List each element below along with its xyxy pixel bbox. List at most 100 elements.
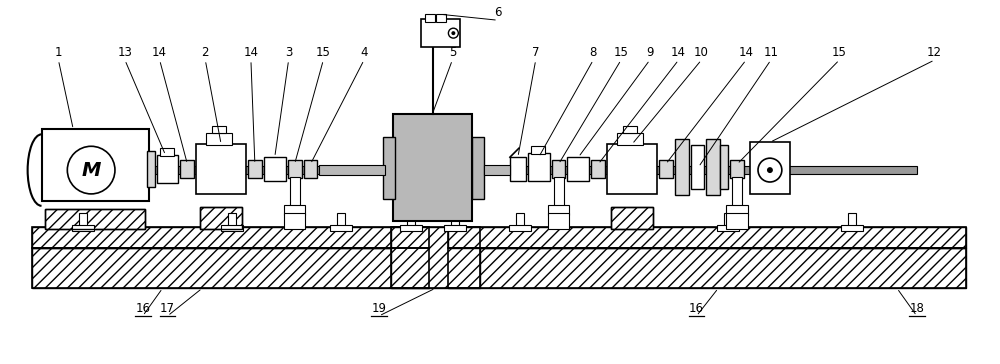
Circle shape [767,167,773,173]
Text: 3: 3 [285,46,292,59]
Bar [484,165,510,175]
Text: 12: 12 [927,46,942,59]
Bar [750,142,790,194]
Bar [32,227,429,249]
Bar [264,157,286,181]
Text: 19: 19 [371,302,386,315]
Bar [472,137,484,199]
Text: 5: 5 [449,46,456,59]
Bar [448,249,966,288]
Bar [448,227,966,249]
Bar [567,157,589,181]
Bar [72,225,94,231]
Bar [726,213,748,229]
Bar [607,144,657,194]
Bar [720,145,728,189]
Text: 4: 4 [360,46,368,59]
Bar [591,160,605,178]
Bar [528,153,550,181]
Bar [32,249,429,288]
Text: 10: 10 [694,46,709,59]
Bar [45,209,145,229]
Bar [726,205,748,215]
Bar [425,14,435,22]
Bar [623,126,637,133]
Text: 17: 17 [160,302,175,315]
Bar [548,213,569,229]
Text: 13: 13 [117,46,132,59]
Bar [675,139,689,195]
Bar [45,209,145,229]
Bar [304,160,317,178]
Bar [200,207,242,229]
Bar [200,207,242,229]
Bar [383,137,395,199]
Bar [451,213,459,227]
Bar [221,225,243,231]
Bar [393,114,472,221]
Bar [659,160,673,178]
Text: 8: 8 [590,46,597,59]
Bar [706,139,720,195]
Bar [732,177,742,207]
Bar [319,165,385,175]
Bar [552,160,565,178]
Bar [480,166,917,174]
Text: 16: 16 [135,302,150,315]
Text: 14: 14 [243,46,258,59]
Text: 1: 1 [55,46,62,59]
Bar [151,166,409,174]
Text: 16: 16 [689,302,704,315]
Bar [510,157,526,181]
Bar [448,227,966,249]
Bar [611,207,653,229]
Bar [516,213,524,227]
Circle shape [758,158,782,182]
Bar [212,126,226,133]
Circle shape [67,146,115,194]
Bar [730,160,744,178]
Bar [290,177,300,207]
Bar [717,225,739,231]
Bar [160,148,174,156]
Bar [548,205,569,215]
Bar [147,151,155,187]
Text: 9: 9 [646,46,654,59]
Bar [32,227,429,249]
Bar [436,14,446,22]
Bar [848,213,856,227]
Bar [400,225,422,231]
Text: 18: 18 [909,302,924,315]
Bar [509,225,531,231]
Text: 14: 14 [739,46,754,59]
Bar [196,144,246,194]
Bar [617,133,643,145]
Bar [691,145,704,189]
Circle shape [448,28,458,38]
Bar [531,146,545,154]
Bar [330,225,352,231]
Bar [421,19,460,47]
Bar [42,130,149,201]
Bar [407,213,415,227]
Text: M: M [81,161,101,179]
Bar [228,213,236,227]
Text: 15: 15 [614,46,629,59]
Bar [79,213,87,227]
Bar [284,213,305,229]
Text: 15: 15 [832,46,847,59]
Text: 7: 7 [532,46,539,59]
Bar [180,160,194,178]
Bar [337,213,345,227]
Bar [444,225,466,231]
Text: 2: 2 [202,46,209,59]
Text: 14: 14 [671,46,686,59]
Circle shape [451,31,455,35]
Bar [448,249,966,288]
Bar [288,160,302,178]
Bar [157,155,178,183]
Bar [841,225,863,231]
Bar [391,227,480,288]
Bar [206,133,232,145]
Bar [724,213,732,227]
